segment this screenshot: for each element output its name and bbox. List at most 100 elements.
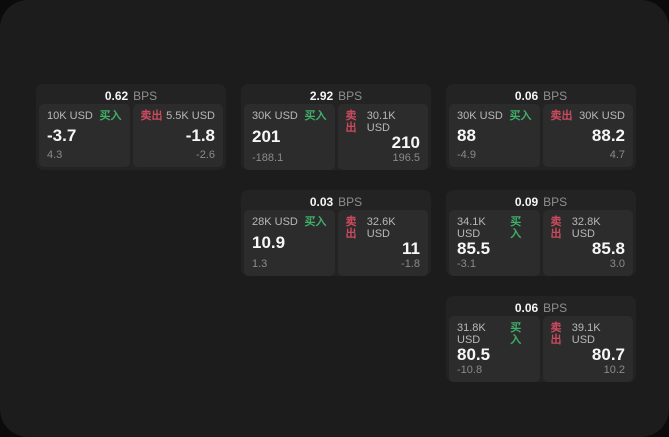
card-body: 10K USD 买入 -3.7 4.3 卖出 5.5K USD -1.8 -2.… [39, 104, 223, 167]
buy-amount: 31.8K USD [457, 322, 486, 346]
sell-side-label: 卖出 [550, 110, 573, 122]
sell-panel-top: 卖出 30.1K USD [346, 110, 421, 134]
bps-value: 0.09 [514, 194, 539, 209]
sell-panel[interactable]: 卖出 39.1K USD 80.7 10.2 [542, 316, 633, 382]
buy-side-label: 买入 [304, 110, 327, 122]
sell-price: 88.2 [591, 125, 625, 145]
buy-panel-top: 30K USD 买入 [457, 110, 532, 122]
buy-panel[interactable]: 30K USD 买入 201 -188.1 [244, 104, 335, 170]
sell-side-label: 卖出 [345, 110, 357, 134]
buy-panel-top: 10K USD 买入 [47, 110, 122, 122]
sell-delta: 4.7 [609, 149, 625, 161]
buy-side-label: 买入 [509, 110, 532, 122]
buy-price: -3.7 [47, 125, 77, 145]
card-header: 0.03 BPS [244, 193, 428, 210]
card-body: 30K USD 买入 88 -4.9 卖出 30K USD 88.2 4.7 [449, 104, 633, 167]
buy-panel[interactable]: 30K USD 买入 88 -4.9 [449, 104, 540, 167]
buy-side-label: 买入 [99, 110, 122, 122]
buy-amount: 34.1K USD [457, 216, 486, 240]
buy-amount: 30K USD [457, 110, 503, 122]
bps-unit-label: BPS [543, 88, 568, 103]
card-header: 0.06 BPS [449, 299, 633, 316]
sell-side-label: 卖出 [550, 216, 562, 240]
card-header: 0.06 BPS [449, 87, 633, 104]
buy-delta: 4.3 [47, 149, 63, 161]
buy-panel-top: 30K USD 买入 [252, 110, 327, 122]
sell-panel-top: 卖出 32.6K USD [346, 216, 421, 240]
sell-delta: 3.0 [609, 258, 625, 270]
card-header: 0.62 BPS [39, 87, 223, 104]
buy-panel[interactable]: 10K USD 买入 -3.7 4.3 [39, 104, 130, 167]
sell-amount: 32.6K USD [366, 216, 396, 240]
sell-delta: -1.8 [401, 258, 420, 270]
sell-panel-top: 卖出 32.8K USD [551, 216, 626, 240]
buy-side-label: 买入 [304, 216, 327, 228]
sell-price: 11 [402, 239, 420, 258]
buy-delta: -188.1 [252, 152, 284, 164]
bps-value: 0.06 [514, 88, 539, 103]
bps-unit-label: BPS [543, 300, 568, 315]
quote-cards-grid: 0.62 BPS 10K USD 买入 -3.7 4.3 卖出 5.5K USD… [36, 84, 636, 382]
card-body: 34.1K USD 买入 85.5 -3.1 卖出 32.8K USD 85.8… [449, 210, 633, 276]
sell-panel-top: 卖出 5.5K USD [141, 110, 216, 122]
buy-amount: 30K USD [252, 110, 298, 122]
quote-card: 0.06 BPS 31.8K USD 买入 80.5 -10.8 卖出 39.1… [446, 296, 636, 382]
buy-price: 85.5 [457, 239, 491, 258]
sell-side-label: 卖出 [550, 322, 562, 346]
sell-amount: 5.5K USD [166, 110, 215, 122]
sell-panel[interactable]: 卖出 32.6K USD 11 -1.8 [337, 210, 428, 276]
sell-delta: -2.6 [196, 149, 215, 161]
sell-panel-top: 卖出 30K USD [551, 110, 626, 122]
quote-card: 0.62 BPS 10K USD 买入 -3.7 4.3 卖出 5.5K USD… [36, 84, 226, 170]
buy-side-label: 买入 [510, 216, 522, 240]
buy-panel[interactable]: 28K USD 买入 10.9 1.3 [244, 210, 335, 276]
sell-side-label: 卖出 [345, 216, 357, 240]
buy-amount: 10K USD [47, 110, 93, 122]
card-header: 2.92 BPS [244, 87, 428, 104]
buy-panel[interactable]: 31.8K USD 买入 80.5 -10.8 [449, 316, 540, 382]
sell-price: 80.7 [591, 345, 625, 364]
buy-panel-top: 34.1K USD 买入 [457, 216, 532, 240]
bps-value: 0.62 [104, 88, 129, 103]
buy-delta: -3.1 [457, 258, 476, 270]
buy-price: 80.5 [457, 345, 491, 364]
sell-amount: 32.8K USD [571, 216, 601, 240]
card-body: 30K USD 买入 201 -188.1 卖出 30.1K USD 210 1… [244, 104, 428, 170]
bps-unit-label: BPS [338, 194, 363, 209]
sell-panel[interactable]: 卖出 32.8K USD 85.8 3.0 [542, 210, 633, 276]
buy-price: 10.9 [252, 233, 286, 252]
sell-amount: 30.1K USD [366, 110, 396, 134]
card-body: 28K USD 买入 10.9 1.3 卖出 32.6K USD 11 -1.8 [244, 210, 428, 276]
buy-panel[interactable]: 34.1K USD 买入 85.5 -3.1 [449, 210, 540, 276]
sell-panel[interactable]: 卖出 30K USD 88.2 4.7 [542, 104, 633, 167]
buy-delta: 1.3 [252, 258, 268, 270]
quote-card: 0.03 BPS 28K USD 买入 10.9 1.3 卖出 32.6K US… [241, 190, 431, 276]
bps-value: 0.03 [309, 194, 334, 209]
sell-price: 85.8 [591, 239, 625, 258]
buy-price: 201 [252, 127, 281, 146]
sell-panel-top: 卖出 39.1K USD [551, 322, 626, 346]
sell-delta: 10.2 [603, 364, 625, 376]
sell-side-label: 卖出 [140, 110, 163, 122]
card-body: 31.8K USD 买入 80.5 -10.8 卖出 39.1K USD 80.… [449, 316, 633, 382]
buy-side-label: 买入 [510, 322, 522, 346]
bps-value: 2.92 [309, 88, 334, 103]
quote-card: 0.06 BPS 30K USD 买入 88 -4.9 卖出 30K USD 8… [446, 84, 636, 170]
bps-value: 0.06 [514, 300, 539, 315]
sell-amount: 30K USD [579, 110, 625, 122]
buy-panel-top: 31.8K USD 买入 [457, 322, 532, 346]
buy-price: 88 [457, 125, 476, 145]
sell-price: 210 [391, 133, 420, 152]
bps-unit-label: BPS [543, 194, 568, 209]
buy-panel-top: 28K USD 买入 [252, 216, 327, 228]
buy-delta: -4.9 [457, 149, 476, 161]
buy-amount: 28K USD [252, 216, 298, 228]
sell-panel[interactable]: 卖出 30.1K USD 210 196.5 [337, 104, 428, 170]
sell-amount: 39.1K USD [571, 322, 601, 346]
sell-delta: 196.5 [392, 152, 420, 164]
sell-panel[interactable]: 卖出 5.5K USD -1.8 -2.6 [132, 104, 223, 167]
quote-card: 0.09 BPS 34.1K USD 买入 85.5 -3.1 卖出 32.8K… [446, 190, 636, 276]
sell-price: -1.8 [185, 125, 215, 145]
bps-unit-label: BPS [338, 88, 363, 103]
